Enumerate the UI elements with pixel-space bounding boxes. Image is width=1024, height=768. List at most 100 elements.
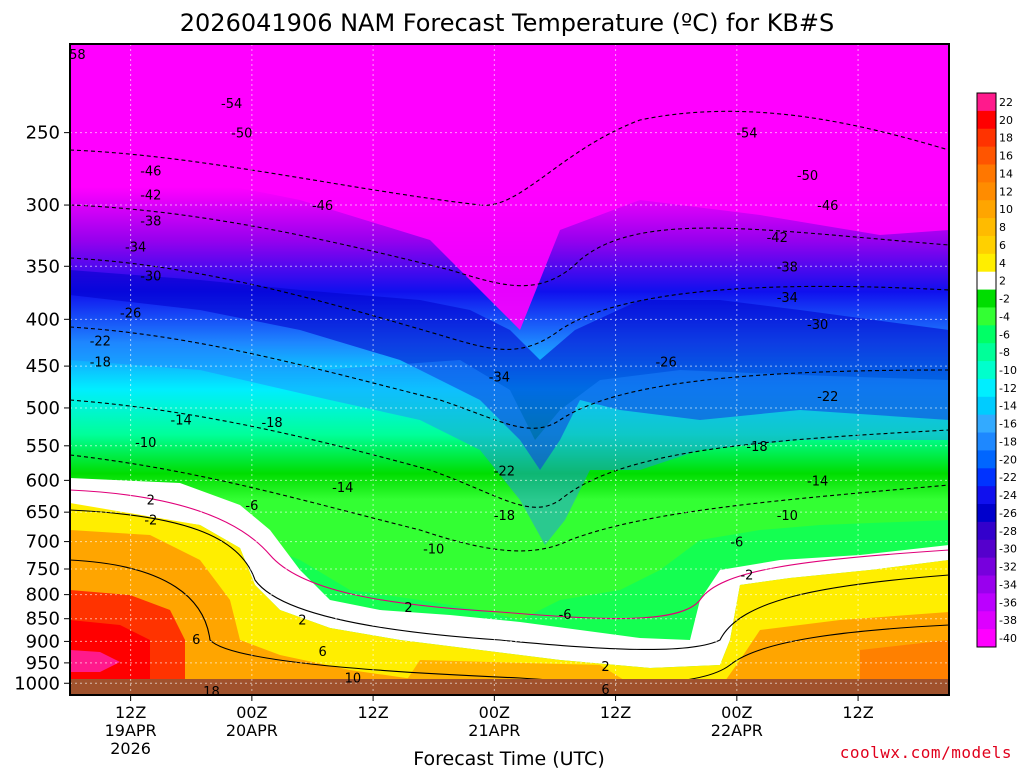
colorbar-swatch xyxy=(977,235,996,255)
contour-label: -34 xyxy=(777,291,798,306)
colorbar-swatch xyxy=(977,182,996,201)
colorbar-swatch xyxy=(977,504,996,523)
x-tick-label: 12Z xyxy=(842,703,873,722)
colorbar-swatch xyxy=(977,521,996,541)
contour-label: -22 xyxy=(494,464,515,479)
contour-label: -18 xyxy=(90,356,111,371)
x-tick-label: 12Z xyxy=(600,703,631,722)
x-tick-label: 20APR xyxy=(226,721,278,740)
contour-label: -10 xyxy=(777,509,798,524)
contour-label: -54 xyxy=(221,97,242,112)
contour-label: 6 xyxy=(318,645,326,660)
contour-label: 2 xyxy=(601,660,609,675)
contour-lines xyxy=(70,110,949,684)
contour-label: -38 xyxy=(140,215,161,230)
contour-label: -10 xyxy=(135,436,156,451)
y-tick-label: 350 xyxy=(26,256,60,277)
chart-title: 2026041906 NAM Forecast Temperature (ºC)… xyxy=(180,9,834,37)
colorbar-label: -22 xyxy=(999,471,1017,484)
colorbar-swatch xyxy=(977,218,996,237)
colorbar-legend: 22 20 18 16 14 12 10 8 6 4 2 -2 -4 -6 -8 -10 -12 -14 -16 -1… xyxy=(976,92,1017,648)
colorbar-swatch xyxy=(977,253,996,273)
contour-label: -18 xyxy=(746,440,767,455)
colorbar-swatch xyxy=(977,325,996,344)
colorbar-label: 8 xyxy=(999,221,1006,234)
colorbar-swatch xyxy=(977,593,996,612)
y-tick-label: 850 xyxy=(26,609,60,630)
contour-label: -22 xyxy=(817,390,838,405)
colorbar-swatch xyxy=(977,468,996,487)
y-tick-label: 950 xyxy=(26,653,60,674)
contour-label: -6 xyxy=(245,499,258,514)
contour-label: -50 xyxy=(231,127,252,142)
y-tick-label: 800 xyxy=(26,585,60,606)
colorbar-swatch xyxy=(977,486,996,505)
contour-label: -46 xyxy=(817,199,838,214)
colorbar-swatch xyxy=(977,93,996,112)
contour-label: -54 xyxy=(736,127,757,142)
contour-label: -6 xyxy=(730,536,743,551)
contour-label: -34 xyxy=(125,240,146,255)
contour-labels: -58-54-50-46-42-38-34-30-26-22-18-14-10-… xyxy=(64,48,838,700)
x-tick-label: 19APR xyxy=(105,721,157,740)
colorbar-swatch xyxy=(977,450,996,469)
colorbar-label: 6 xyxy=(999,239,1006,252)
colorbar-label: -36 xyxy=(999,596,1017,609)
y-tick-label: 750 xyxy=(26,559,60,580)
contour-label: -42 xyxy=(767,231,788,246)
contour-label: 2 xyxy=(298,614,306,629)
colorbar-swatch xyxy=(977,396,996,416)
colorbar-swatch xyxy=(977,539,996,559)
y-tick-label: 250 xyxy=(26,123,60,144)
y-tick-label: 600 xyxy=(26,470,60,491)
contour-label: -42 xyxy=(140,188,161,203)
plot-frame xyxy=(69,43,950,696)
x-tick-label: 2026 xyxy=(110,739,151,758)
y-tick-label: 1000 xyxy=(14,673,60,694)
colorbar-swatch xyxy=(977,575,996,594)
y-tick-label: 450 xyxy=(26,356,60,377)
colorbar-label: -2 xyxy=(999,293,1010,306)
colorbar-label: 4 xyxy=(999,257,1006,270)
contour-label: -30 xyxy=(807,318,828,333)
contour-label: -46 xyxy=(312,199,333,214)
x-tick-label: 00Z xyxy=(236,703,267,722)
contour-label: -10 xyxy=(423,542,444,557)
colorbar-label: 20 xyxy=(999,114,1013,127)
x-tick-label: 12Z xyxy=(357,703,388,722)
x-tick-label: 22APR xyxy=(711,721,763,740)
contour-label: 6 xyxy=(601,683,609,698)
contour-label: -46 xyxy=(140,164,161,179)
colorbar-frame xyxy=(976,92,997,648)
colorbar-label: -12 xyxy=(999,382,1017,395)
colorbar-swatch xyxy=(977,164,996,183)
colorbar-label: -4 xyxy=(999,310,1010,323)
colorbar-label: 12 xyxy=(999,185,1013,198)
colorbar-label: 2 xyxy=(999,275,1006,288)
colorbar-label: -32 xyxy=(999,561,1017,574)
colorbar-swatch xyxy=(977,146,996,165)
cold-trough-shade xyxy=(70,270,949,545)
contour-label: -58 xyxy=(64,48,85,63)
contour-label: 18 xyxy=(203,685,220,700)
temperature-field xyxy=(70,44,949,695)
x-tick-label: 21APR xyxy=(468,721,520,740)
colorbar-swatch xyxy=(977,110,996,130)
contour-label: 2 xyxy=(404,601,412,616)
x-tick-label: 00Z xyxy=(721,703,752,722)
contour-label: -14 xyxy=(332,481,353,496)
colorbar-label: 10 xyxy=(999,203,1013,216)
y-tick-label: 300 xyxy=(26,195,60,216)
colorbar-label: -10 xyxy=(999,364,1017,377)
contour-label: 2 xyxy=(147,494,155,509)
contour-label: -22 xyxy=(90,335,111,350)
freezing-level-band xyxy=(70,478,949,668)
contour-label: -6 xyxy=(559,608,572,623)
y-tick-label: 650 xyxy=(26,502,60,523)
colorbar-swatch xyxy=(977,343,996,362)
colorbar-label: -30 xyxy=(999,543,1017,556)
colorbar-swatch xyxy=(977,271,996,291)
colorbar-swatch xyxy=(977,611,996,630)
colorbar-label: 16 xyxy=(999,150,1013,163)
